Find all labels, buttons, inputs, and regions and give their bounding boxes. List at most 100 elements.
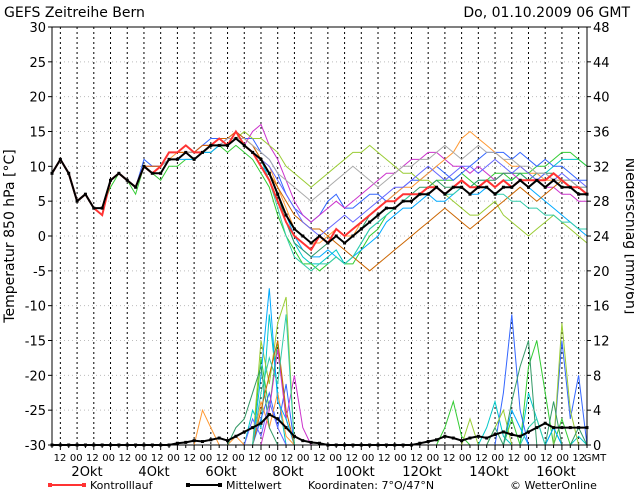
x-time-label: 12 <box>410 453 423 464</box>
legend-control-label: Kontrolllauf <box>90 479 154 490</box>
y-tick-label: 10 <box>29 160 46 175</box>
x-time-label: 12 <box>313 453 326 464</box>
y2-tick-label: 0 <box>593 439 601 454</box>
temp-mean-point <box>209 143 213 147</box>
precip-mean-point <box>175 441 179 445</box>
x-time-label: 00 <box>394 453 407 464</box>
x-time-label: 12 <box>118 453 131 464</box>
temp-mean-point <box>568 185 572 189</box>
temp-mean-point <box>259 157 263 161</box>
x-date-label: 12Okt <box>402 465 441 480</box>
y-tick-label: 0 <box>38 230 46 245</box>
x-time-label: 12 <box>572 453 585 464</box>
x-date-label: 6Okt <box>205 465 236 480</box>
precip-member-line <box>52 296 587 446</box>
precip-mean-point <box>476 434 480 438</box>
temp-mean-point <box>192 157 196 161</box>
x-date-label: 10Okt <box>335 465 374 480</box>
precip-mean-point <box>184 440 188 444</box>
temp-mean-point <box>468 192 472 196</box>
temp-mean-point <box>493 192 497 196</box>
temp-mean-point <box>359 227 363 231</box>
x-time-label: 00 <box>167 453 180 464</box>
legend-mean-marker-right <box>218 483 222 487</box>
chart-date: Do, 01.10.2009 06 GMT <box>463 5 630 21</box>
precip-mean-point <box>217 436 221 440</box>
temp-mean-point <box>409 199 413 203</box>
temp-mean-point <box>543 185 547 189</box>
y-tick-label: -15 <box>25 335 46 350</box>
x-time-label: 00 <box>264 453 277 464</box>
precip-mean-point <box>242 430 246 434</box>
precip-mean-point <box>192 439 196 443</box>
temp-mean-point <box>267 171 271 175</box>
x-time-label: 12 <box>475 453 488 464</box>
y2-tick-label: 24 <box>593 230 610 245</box>
y-tick-label: 15 <box>29 126 46 141</box>
precip-mean-point <box>493 433 497 437</box>
temp-mean-point <box>226 143 230 147</box>
x-time-label: 00 <box>297 453 310 464</box>
precip-series <box>50 288 589 447</box>
x-time-label: 12 <box>183 453 196 464</box>
temp-mean-point <box>418 192 422 196</box>
y2-tick-label: 40 <box>593 91 610 106</box>
x-time-label: 00 <box>524 453 537 464</box>
x-time-label: 00 <box>200 453 213 464</box>
precip-mean-point <box>251 426 255 430</box>
precip-mean-point <box>292 434 296 438</box>
temp-mean-point <box>552 178 556 182</box>
temp-mean-point <box>401 199 405 203</box>
precip-mean-point <box>309 440 313 444</box>
precip-mean-point <box>443 434 447 438</box>
temp-mean-point <box>393 206 397 210</box>
temp-mean-point <box>376 213 380 217</box>
precip-mean-point <box>460 439 464 443</box>
precip-mean-point <box>535 426 539 430</box>
y-tick-label: 25 <box>29 56 46 71</box>
precip-mean-point <box>259 421 263 425</box>
x-time-label: 12 <box>216 453 229 464</box>
x-date-label: 16Okt <box>536 465 575 480</box>
precip-mean-point <box>226 439 230 443</box>
y2-tick-label: 16 <box>593 300 610 315</box>
precip-mean-point <box>501 430 505 434</box>
temp-mean-point <box>577 192 581 196</box>
temp-mean-point <box>251 150 255 154</box>
x-time-label: 00 <box>459 453 472 464</box>
temp-mean-point <box>326 241 330 245</box>
temp-mean-point <box>451 185 455 189</box>
temp-series <box>50 123 589 272</box>
precip-member-line <box>52 288 587 446</box>
temp-mean-point <box>368 220 372 224</box>
temp-mean-point <box>343 241 347 245</box>
temp-mean-point <box>309 241 313 245</box>
precip-mean-point <box>568 426 572 430</box>
temp-mean-point <box>426 192 430 196</box>
temp-mean-point <box>234 136 238 140</box>
precip-mean-point <box>318 441 321 445</box>
precip-mean-point <box>485 436 489 440</box>
chart-title: GEFS Zeitreihe Bern <box>4 5 145 21</box>
x-date-label: 14Okt <box>469 465 508 480</box>
temp-mean-point <box>175 157 179 161</box>
plot-frame <box>51 26 588 446</box>
y2-tick-label: 28 <box>593 195 610 210</box>
temp-mean-point <box>510 185 514 189</box>
temp-mean-line <box>51 137 587 245</box>
y2-tick-label: 32 <box>593 160 610 175</box>
legend-control-marker-right <box>82 483 86 487</box>
x-time-label: 12 <box>248 453 261 464</box>
temp-mean-point <box>485 185 489 189</box>
y2-tick-label: 4 <box>593 404 601 419</box>
temp-mean-point <box>301 234 305 238</box>
y2-tick-label: 44 <box>593 56 610 71</box>
x-time-label: 12 <box>86 453 99 464</box>
temp-mean-point <box>518 178 522 182</box>
x-date-label: 4Okt <box>138 465 169 480</box>
y2-tick-label: 12 <box>593 335 610 350</box>
x-time-label: 12 <box>281 453 294 464</box>
legend: Kontrolllauf Mittelwert Koordinaten: 7°O… <box>48 479 597 492</box>
x-time-label: 12 <box>540 453 553 464</box>
precip-mean-point <box>435 438 439 442</box>
